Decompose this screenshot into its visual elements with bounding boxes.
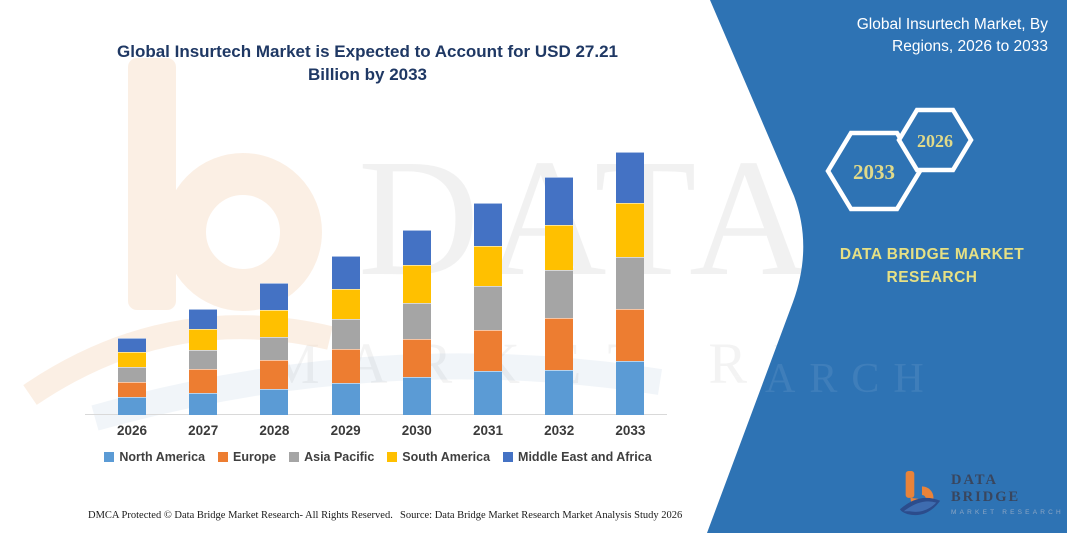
stacked-bar-chart bbox=[85, 129, 668, 415]
chart-legend: North America Europe Asia Pacific South Ame… bbox=[80, 450, 676, 464]
bar-segment-2032-middle-east-and-africa bbox=[545, 176, 574, 225]
legend-label: Asia Pacific bbox=[304, 450, 375, 464]
legend-label: South America bbox=[402, 450, 491, 464]
x-axis-label-2028: 2028 bbox=[259, 423, 290, 438]
bar-segment-2030-north-america bbox=[402, 377, 431, 415]
bar-segment-2033-north-america bbox=[616, 360, 645, 415]
watermark-text-on-panel: SEARCH bbox=[688, 356, 938, 402]
side-panel-background bbox=[707, 0, 1067, 533]
bar-segment-2031-south-america bbox=[474, 246, 502, 287]
footer-source: Source: Data Bridge Market Research Mark… bbox=[400, 510, 683, 521]
legend-label: Middle East and Africa bbox=[518, 450, 652, 464]
side-panel-brand-text: DATA BRIDGE MARKET RESEARCH bbox=[839, 246, 1025, 286]
legend-swatch-icon bbox=[104, 452, 115, 462]
bar-segment-2029-north-america bbox=[331, 382, 360, 415]
hexagon-badges: 2033 2026 bbox=[825, 107, 974, 212]
legend-item-europe: Europe bbox=[218, 450, 276, 464]
bar-segment-2033-middle-east-and-africa bbox=[616, 151, 645, 204]
bar-segment-2027-south-america bbox=[189, 328, 218, 350]
swoosh-watermark bbox=[91, 353, 663, 431]
watermark-text-line1: DATA BRI bbox=[358, 125, 818, 311]
legend-item-south-america: South America bbox=[387, 450, 490, 464]
bar-segment-2028-north-america bbox=[260, 388, 289, 415]
bar-segment-2026-middle-east-and-africa bbox=[118, 338, 146, 353]
legend-swatch-icon bbox=[503, 452, 514, 462]
bar-segment-2029-middle-east-and-africa bbox=[331, 256, 360, 289]
bar-segment-2027-europe bbox=[189, 369, 218, 394]
bar-segment-2026-south-america bbox=[118, 352, 146, 367]
bar-segment-2029-asia-pacific bbox=[331, 319, 360, 350]
legend-swatch-icon bbox=[218, 452, 229, 462]
bar-segment-2033-asia-pacific bbox=[616, 257, 645, 310]
hexagon-2033-label: 2033 bbox=[853, 160, 895, 184]
legend-swatch-icon bbox=[387, 452, 398, 462]
logo-brand-text: DATA BRIDGE bbox=[951, 472, 1021, 505]
company-logo-icon bbox=[899, 470, 941, 516]
legend-label: Europe bbox=[233, 450, 277, 464]
bar-segment-2033-europe bbox=[616, 309, 645, 361]
bar-segment-2031-north-america bbox=[474, 370, 502, 415]
x-axis-labels: 2026 2027 2028 2029 2030 2031 2032 2033 bbox=[88, 423, 668, 441]
bar-segment-2032-europe bbox=[545, 318, 574, 371]
bar-segment-2033-south-america bbox=[616, 203, 645, 258]
x-axis-label-2029: 2029 bbox=[330, 423, 361, 438]
footer-copyright: DMCA Protected © Data Bridge Market Rese… bbox=[88, 510, 393, 521]
bar-segment-2031-middle-east-and-africa bbox=[474, 202, 502, 247]
bar-segment-2029-europe bbox=[331, 349, 360, 383]
x-axis-label-2031: 2031 bbox=[472, 423, 504, 438]
x-axis-label-2032: 2032 bbox=[544, 423, 575, 438]
legend-item-middle-east-and-africa: Middle East and Africa bbox=[503, 450, 652, 464]
bar-segment-2027-asia-pacific bbox=[189, 349, 218, 370]
legend-item-asia-pacific: Asia Pacific bbox=[289, 450, 374, 464]
bar-segment-2030-south-america bbox=[402, 265, 431, 303]
bar-segment-2027-middle-east-and-africa bbox=[189, 308, 218, 329]
hexagon-2026 bbox=[896, 107, 974, 173]
legend-item-north-america: North America bbox=[104, 450, 205, 464]
bar-segment-2028-south-america bbox=[260, 310, 289, 337]
bar-segment-2028-asia-pacific bbox=[260, 336, 289, 360]
bar-segment-2030-middle-east-and-africa bbox=[402, 229, 431, 266]
hexagon-2026-label: 2026 bbox=[917, 131, 953, 151]
bar-segment-2032-south-america bbox=[545, 225, 574, 270]
logo-tagline-text: MARKET RESEARCH bbox=[951, 509, 1064, 516]
bar-segment-2026-asia-pacific bbox=[118, 366, 146, 382]
bar-segment-2030-europe bbox=[402, 339, 431, 378]
x-axis-label-2033: 2033 bbox=[615, 423, 646, 438]
x-axis-label-2026: 2026 bbox=[116, 423, 148, 438]
x-axis bbox=[85, 414, 667, 415]
company-logo: DATA BRIDGE MARKET RESEARCH bbox=[898, 468, 1067, 520]
bar-segment-2031-asia-pacific bbox=[474, 286, 502, 330]
bar-segment-2026-north-america bbox=[118, 397, 146, 415]
bar-segment-2027-north-america bbox=[189, 393, 218, 415]
chart-title: Global Insurtech Market is Expected to A… bbox=[117, 42, 618, 84]
bar-segment-2026-europe bbox=[118, 381, 146, 398]
bar-segment-2031-europe bbox=[474, 329, 502, 371]
x-axis-label-2030: 2030 bbox=[401, 423, 432, 438]
bar-segment-2029-south-america bbox=[331, 288, 360, 320]
legend-label: North America bbox=[119, 450, 206, 464]
bar-segment-2030-asia-pacific bbox=[402, 302, 431, 340]
side-panel-heading: Global Insurtech Market, By Regions, 202… bbox=[856, 16, 1048, 55]
bar-segment-2032-asia-pacific bbox=[545, 269, 574, 319]
legend-swatch-icon bbox=[289, 452, 300, 462]
x-axis-label-2027: 2027 bbox=[188, 423, 219, 438]
bar-segment-2028-middle-east-and-africa bbox=[260, 282, 289, 311]
bar-segment-2032-north-america bbox=[545, 370, 574, 415]
bar-segment-2028-europe bbox=[260, 359, 289, 389]
